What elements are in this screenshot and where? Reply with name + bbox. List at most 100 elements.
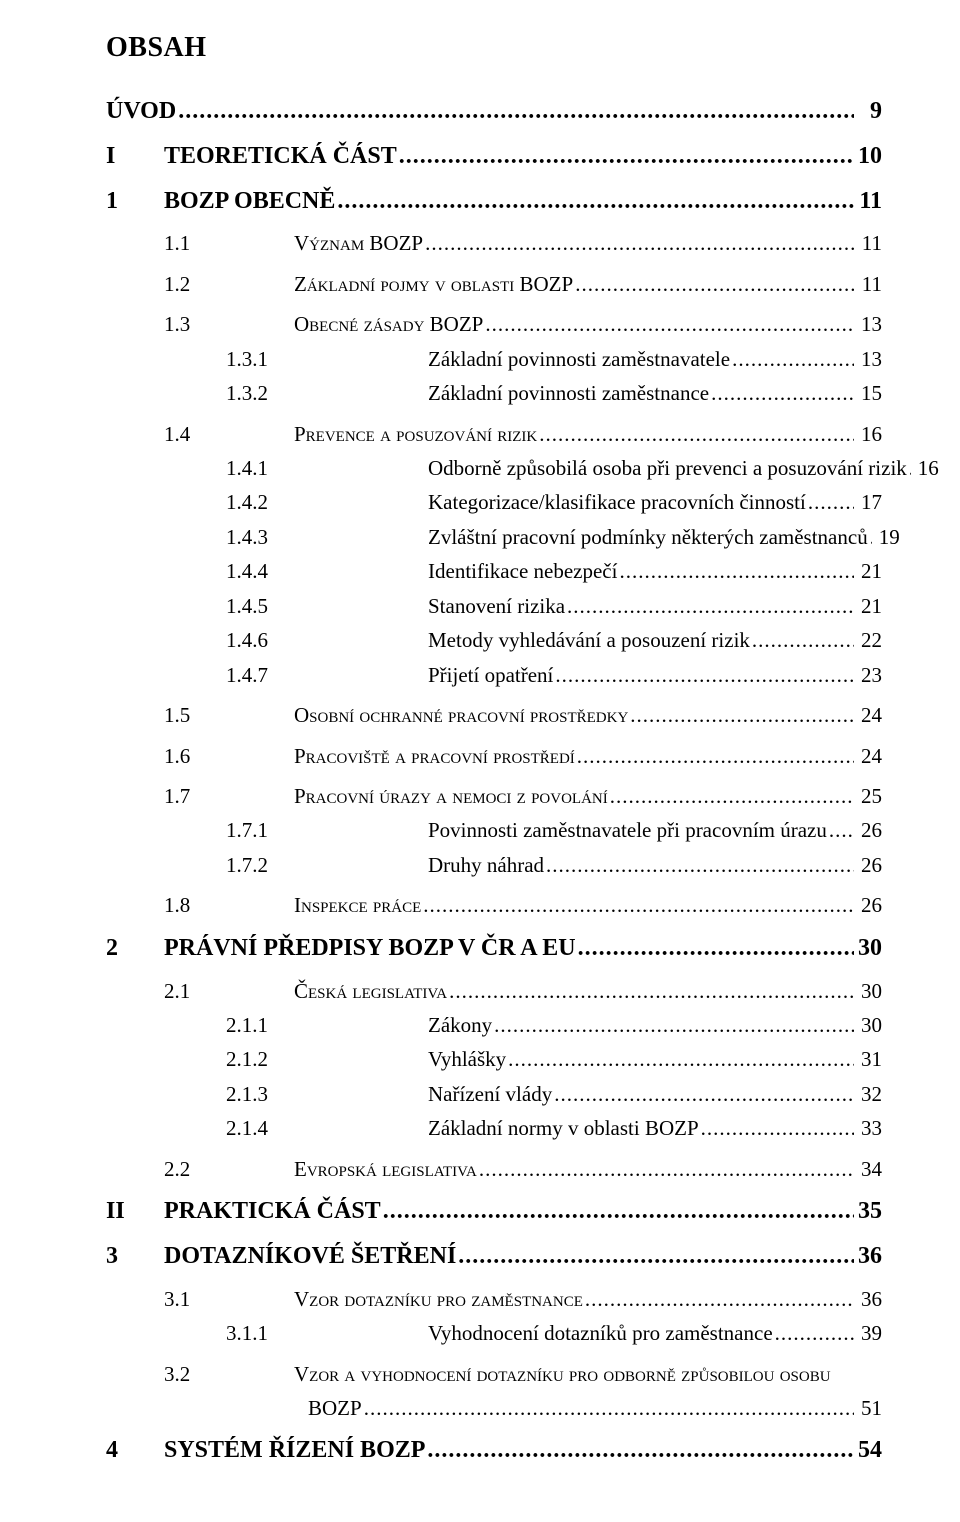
toc-entry-number: I xyxy=(106,139,164,174)
toc-entry: ÚVOD9 xyxy=(106,94,882,129)
toc-entry-label: Základní povinnosti zaměstnavatele xyxy=(428,344,730,374)
toc-entry-page: 21 xyxy=(854,556,882,586)
toc-entry: 1.8Inspekce práce26 xyxy=(106,890,882,920)
toc-entry-leader xyxy=(576,931,854,966)
toc-entry-page: 16 xyxy=(911,453,939,483)
toc-entry-page: 30 xyxy=(854,931,882,966)
table-of-contents: ÚVOD9ITEORETICKÁ ČÁST101BOZP OBECNĚ111.1… xyxy=(106,94,882,1468)
toc-entry: 2PRÁVNÍ PŘEDPISY BOZP V ČR A EU30 xyxy=(106,931,882,966)
toc-entry: 1.7.2Druhy náhrad26 xyxy=(106,850,882,880)
toc-entry-leader xyxy=(492,1010,854,1040)
toc-entry-leader xyxy=(477,1154,854,1184)
toc-entry-number: 1.4.2 xyxy=(106,487,428,517)
page-title: OBSAH xyxy=(106,32,882,64)
toc-entry-leader xyxy=(583,1284,854,1314)
toc-entry-label: Vzor a vyhodnocení dotazníku pro odborně… xyxy=(294,1359,831,1389)
toc-entry-label: Inspekce práce xyxy=(294,890,421,920)
toc-entry-number: 1.7.2 xyxy=(106,850,428,880)
toc-entry-label: Nařízení vlády xyxy=(428,1079,552,1109)
toc-entry-number: 1.3.1 xyxy=(106,344,428,374)
toc-entry: 1.4.7Přijetí opatření23 xyxy=(106,660,882,690)
toc-entry-page: 51 xyxy=(854,1393,882,1423)
toc-entry-label: Obecné zásady BOZP xyxy=(294,309,483,339)
toc-entry: BOZP51 xyxy=(106,1393,882,1423)
toc-entry-page: 25 xyxy=(854,781,882,811)
toc-entry-page: 35 xyxy=(854,1194,882,1229)
toc-entry-page: 36 xyxy=(854,1239,882,1274)
toc-entry-leader xyxy=(456,1239,854,1274)
toc-entry-leader xyxy=(447,976,854,1006)
toc-entry-number: 3.2 xyxy=(106,1359,294,1389)
toc-entry-label: Odborně způsobilá osoba při prevenci a p… xyxy=(428,453,907,483)
toc-entry-label: DOTAZNÍKOVÉ ŠETŘENÍ xyxy=(164,1239,456,1274)
toc-entry: 1.3.2Základní povinnosti zaměstnance15 xyxy=(106,378,882,408)
toc-entry: 1.7.1Povinnosti zaměstnavatele při praco… xyxy=(106,815,882,845)
toc-entry-leader xyxy=(575,741,854,771)
toc-entry-number: 2.1.3 xyxy=(106,1079,428,1109)
toc-entry: 2.1.4Základní normy v oblasti BOZP33 xyxy=(106,1113,882,1143)
toc-entry-number: 1.3 xyxy=(106,309,294,339)
toc-entry-page: 30 xyxy=(854,976,882,1006)
toc-entry-label: Pracovní úrazy a nemoci z povolání xyxy=(294,781,608,811)
toc-entry-leader xyxy=(506,1044,854,1074)
toc-entry-page: 24 xyxy=(854,700,882,730)
toc-entry-number: 1.7 xyxy=(106,781,294,811)
toc-entry-number: 1.4.4 xyxy=(106,556,428,586)
toc-entry-label: Vyhlášky xyxy=(428,1044,506,1074)
toc-entry-leader xyxy=(397,139,854,174)
toc-entry-number: 1.4.3 xyxy=(106,522,428,552)
toc-entry-page: 21 xyxy=(854,591,882,621)
toc-entry-label: BOZP OBECNĚ xyxy=(164,184,335,219)
toc-entry-label: Zákony xyxy=(428,1010,492,1040)
toc-entry-label: Metody vyhledávání a posouzení rizik xyxy=(428,625,750,655)
toc-entry: 1.6Pracoviště a pracovní prostředí24 xyxy=(106,741,882,771)
toc-entry-leader xyxy=(553,660,854,690)
toc-entry: 1.4.1Odborně způsobilá osoba při prevenc… xyxy=(106,453,882,483)
toc-entry-number: 2.2 xyxy=(106,1154,294,1184)
toc-entry-number: 2 xyxy=(106,931,164,966)
toc-entry-page: 13 xyxy=(854,344,882,374)
toc-entry-number: 3.1 xyxy=(106,1284,294,1314)
toc-entry-label: Přijetí opatření xyxy=(428,660,553,690)
toc-entry-page: 11 xyxy=(854,269,882,299)
toc-entry: 4SYSTÉM ŘÍZENÍ BOZP54 xyxy=(106,1433,882,1468)
toc-entry: IIPRAKTICKÁ ČÁST35 xyxy=(106,1194,882,1229)
toc-entry-label: Česká legislativa xyxy=(294,976,447,1006)
toc-entry: 1.1Význam BOZP11 xyxy=(106,228,882,258)
toc-entry-number: 1 xyxy=(106,184,164,219)
toc-entry-number: 1.4 xyxy=(106,419,294,449)
toc-entry-label: Vzor dotazníku pro zaměstnance xyxy=(294,1284,583,1314)
toc-entry-label: Stanovení rizika xyxy=(428,591,565,621)
toc-entry-number: 2.1.2 xyxy=(106,1044,428,1074)
toc-entry-page: 17 xyxy=(854,487,882,517)
toc-entry-number: 4 xyxy=(106,1433,164,1468)
toc-entry-label: Prevence a posuzování rizik xyxy=(294,419,537,449)
toc-entry: 1.3.1Základní povinnosti zaměstnavatele 1… xyxy=(106,344,882,374)
toc-entry-leader xyxy=(552,1079,854,1109)
toc-entry-leader xyxy=(381,1194,854,1229)
toc-entry: 3.2Vzor a vyhodnocení dotazníku pro odbo… xyxy=(106,1359,882,1389)
toc-entry: 3.1.1Vyhodnocení dotazníků pro zaměstnan… xyxy=(106,1318,882,1348)
toc-entry-page: 13 xyxy=(854,309,882,339)
toc-entry-page: 9 xyxy=(854,94,882,129)
toc-entry-leader xyxy=(628,700,854,730)
toc-entry: 2.1Česká legislativa30 xyxy=(106,976,882,1006)
toc-entry-leader xyxy=(425,1433,854,1468)
toc-entry-label: Základní normy v oblasti BOZP xyxy=(428,1113,699,1143)
toc-entry-page: 16 xyxy=(854,419,882,449)
toc-entry: 2.1.3Nařízení vlády32 xyxy=(106,1079,882,1109)
toc-entry-label: Identifikace nebezpečí xyxy=(428,556,617,586)
toc-entry: 1.4.5Stanovení rizika 21 xyxy=(106,591,882,621)
toc-entry-number: 3.1.1 xyxy=(106,1318,428,1348)
toc-entry-page: 11 xyxy=(854,228,882,258)
toc-entry: 1.4.3Zvláštní pracovní podmínky některýc… xyxy=(106,522,882,552)
toc-entry: 1.4.6Metody vyhledávání a posouzení rizi… xyxy=(106,625,882,655)
toc-entry-leader xyxy=(335,184,854,219)
toc-entry-number: 1.6 xyxy=(106,741,294,771)
toc-entry: 3.1Vzor dotazníku pro zaměstnance36 xyxy=(106,1284,882,1314)
toc-entry-page: 15 xyxy=(854,378,882,408)
toc-entry: 1BOZP OBECNĚ11 xyxy=(106,184,882,219)
toc-entry-number: 1.4.5 xyxy=(106,591,428,621)
toc-entry: 2.2Evropská legislativa34 xyxy=(106,1154,882,1184)
toc-entry-leader xyxy=(617,556,854,586)
